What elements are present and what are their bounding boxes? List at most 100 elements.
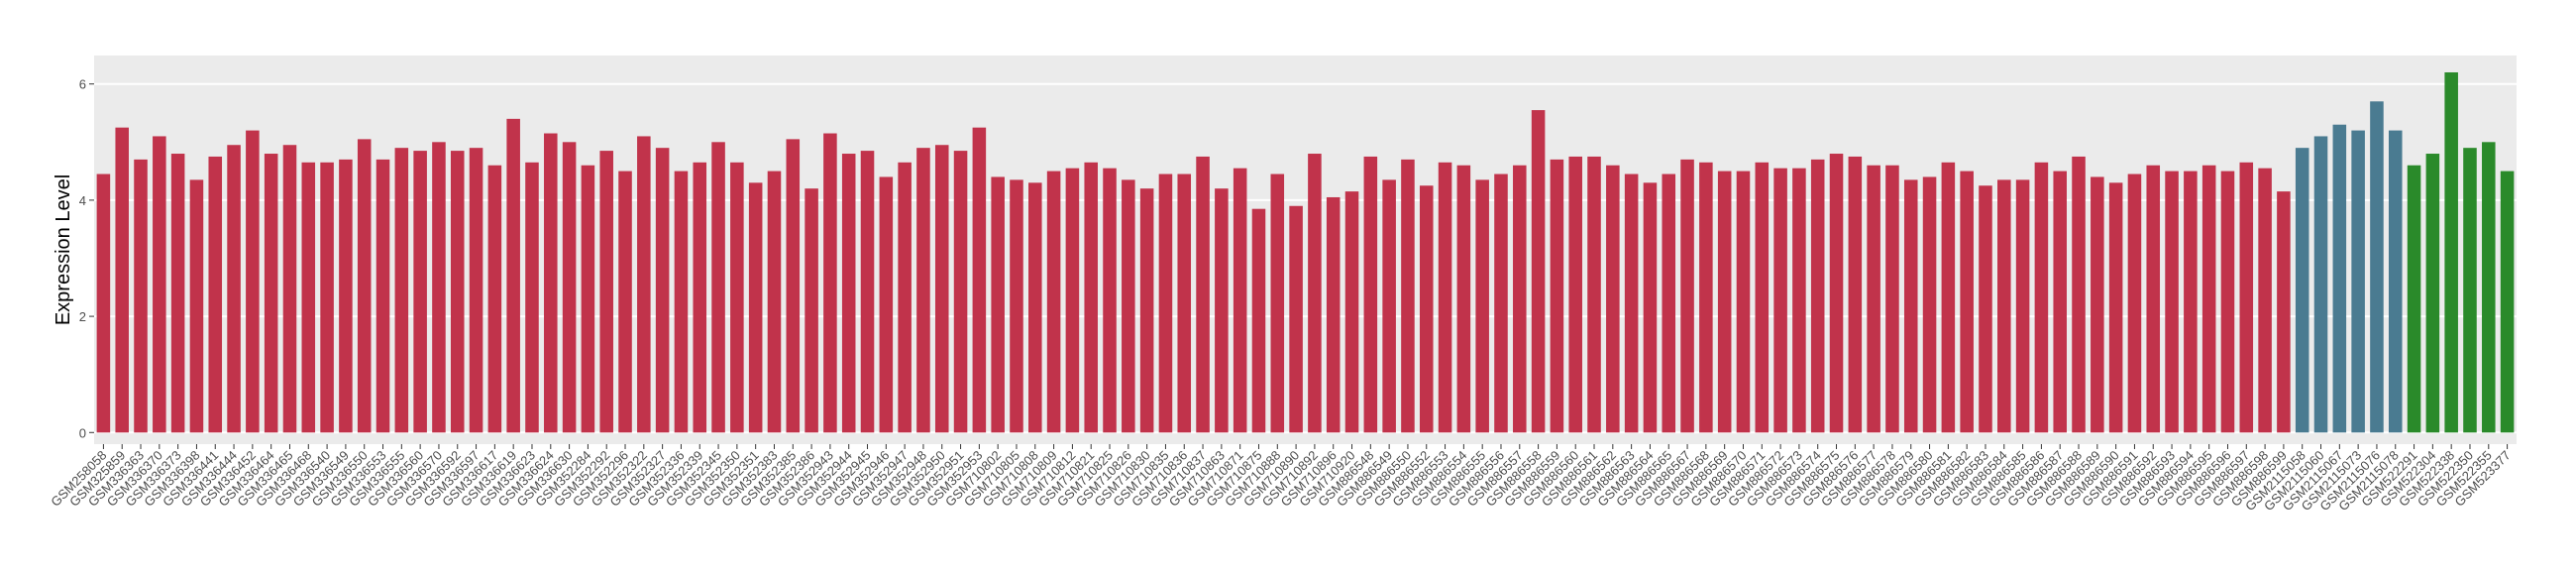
bar [170,154,185,433]
bar [189,179,204,433]
bar [413,151,427,433]
bar [1251,208,1266,433]
bar [1028,182,1042,433]
bar [1065,168,1080,433]
bar [1308,154,1322,433]
bar [1885,165,1899,433]
bar [2091,176,2104,433]
bar [282,145,297,433]
bar [134,159,148,433]
bar [730,162,744,433]
bar [2425,154,2440,433]
bar [1382,179,1396,433]
bar [1941,162,1956,433]
bar [1755,162,1770,433]
bar [1792,168,1806,433]
bar [1680,159,1694,433]
bar [972,127,987,433]
bar [618,171,632,433]
bar [1326,196,1341,433]
bar [1829,154,1844,433]
bar [2072,156,2086,433]
bar [1046,171,1061,433]
y-tick-label: 4 [79,193,86,208]
bar [2351,130,2365,433]
bar [1531,110,1546,433]
bar [1997,179,2011,433]
bar [2220,171,2235,433]
bar [823,133,837,433]
bar [2388,130,2403,433]
bar [1643,182,1658,433]
bar [2332,124,2347,433]
bar [599,151,613,433]
bar [1344,191,1359,433]
bar [1438,162,1452,433]
bar [1233,168,1247,433]
bar [674,171,689,433]
bar [2277,191,2291,433]
bar [1848,156,1863,433]
bar [1401,159,1415,433]
bar [2239,162,2254,433]
bar [1960,171,1974,433]
bar [432,142,446,433]
bar [246,130,260,433]
bar [1773,168,1787,433]
y-axis-title: Expression Level [53,174,74,325]
bar [506,118,520,433]
bar [693,162,707,433]
y-tick-label: 2 [79,309,86,324]
bar [1867,165,1880,433]
bar [1810,159,1825,433]
bar [1139,188,1154,433]
bar [1979,185,1992,433]
bar [2034,162,2049,433]
bar [1717,171,1732,433]
bar [1922,176,1937,433]
bar [1196,156,1210,433]
bar [2444,71,2458,433]
bar [1736,171,1751,433]
bar [1587,156,1601,433]
bar [544,133,558,433]
bar [2258,168,2272,433]
bar [1363,156,1378,433]
bar [320,162,334,433]
bar [2407,165,2421,433]
bar [655,148,670,433]
bar [2108,182,2123,433]
bar [1084,162,1098,433]
bar [450,151,465,433]
bar [1568,156,1582,433]
bar [1122,179,1135,433]
bar [581,165,595,433]
bar [1550,159,1564,433]
bar [227,145,241,433]
bar [991,176,1005,433]
bar [357,139,372,433]
bar [1475,179,1489,433]
bar [2201,165,2216,433]
bar [2370,101,2384,433]
bar [1158,173,1173,433]
bar [953,151,968,433]
bar [2184,171,2198,433]
bar [2500,171,2515,433]
bar [1456,165,1471,433]
bar [1270,173,1285,433]
bar [2482,142,2496,433]
bar [394,148,409,433]
bar [2165,171,2179,433]
bar [2463,148,2477,433]
bar [1606,165,1620,433]
y-tick-label: 0 [79,425,86,440]
bar [898,162,912,433]
bar [1662,173,1676,433]
bar [376,159,390,433]
bar [934,145,949,433]
bar [525,162,539,433]
bar [2313,136,2328,433]
bar [469,148,483,433]
